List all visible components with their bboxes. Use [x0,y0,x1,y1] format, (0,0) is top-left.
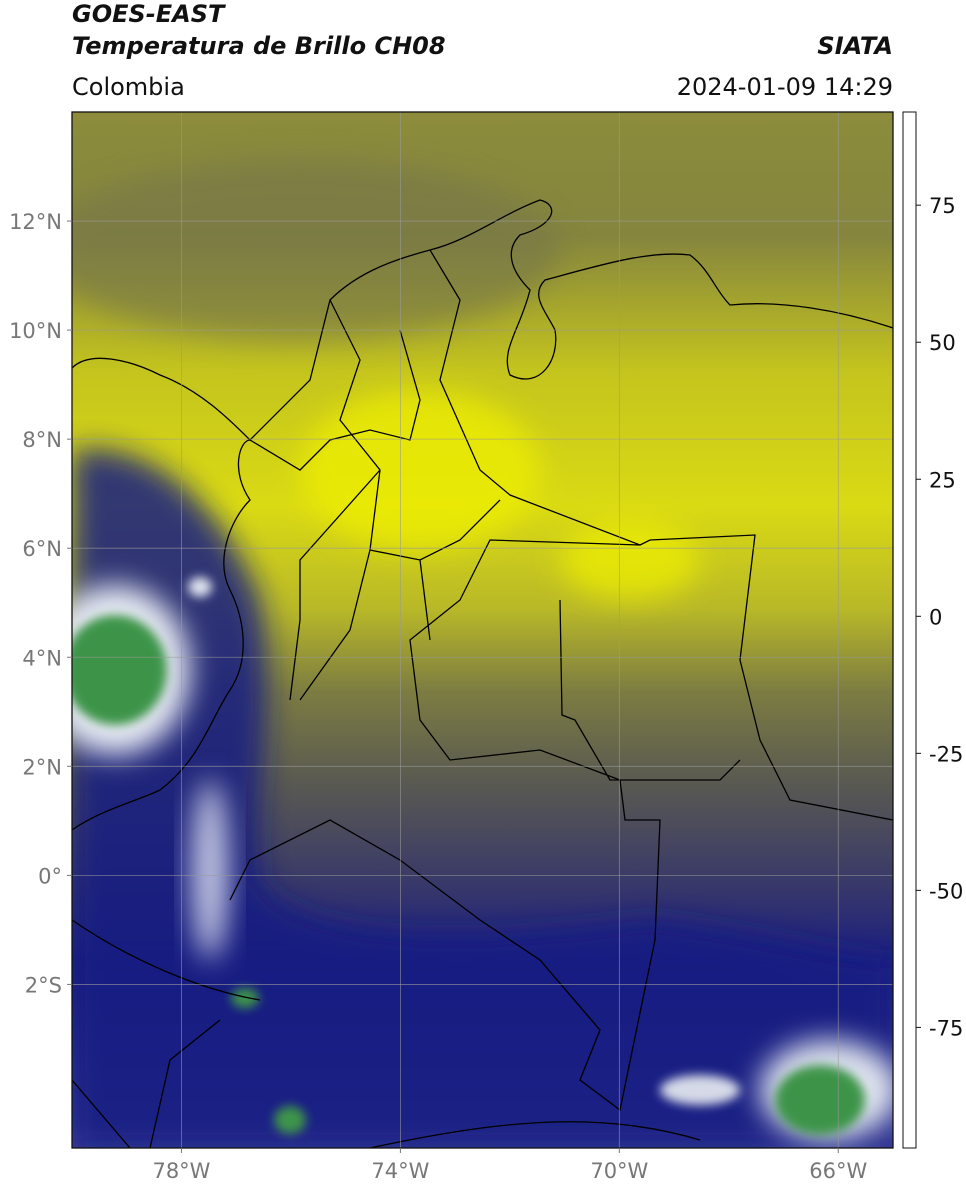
colorbar-tick-label: -50 [929,879,963,903]
colorbar-tick-label: 0 [929,605,942,629]
y-tick-label: 2°N [22,755,62,779]
colorbar-tick-label: 75 [929,194,956,218]
y-tick-label: 6°N [22,537,62,561]
graticule [72,112,893,1148]
y-tick-label: 0° [38,864,62,888]
y-tick-label: 4°N [22,646,62,670]
colorbar-tick-label: 50 [929,331,956,355]
y-tick-label: 2°S [25,973,62,997]
map-frame [71,111,894,1149]
source: SIATA [817,32,893,60]
colorbar-tick-label: -25 [929,742,963,766]
x-tick-label: 78°W [152,1159,210,1183]
x-tick-label: 70°W [590,1159,648,1183]
y-tick-label: 12°N [9,210,62,234]
title: GOES-EAST [72,0,226,28]
x-tick-label: 74°W [371,1159,429,1183]
colorbar-tick-label: -75 [929,1016,963,1040]
map-imagery [72,112,893,1148]
colorbar-tick-label: 25 [929,468,956,492]
datetime: 2024-01-09 14:29 [677,73,893,101]
y-tick-label: 8°N [22,428,62,452]
y-tick-label: 10°N [9,319,62,343]
colorbar [902,111,917,1149]
region: Colombia [72,73,185,101]
subtitle: Temperatura de Brillo CH08 [72,32,446,60]
x-tick-label: 66°W [809,1159,867,1183]
